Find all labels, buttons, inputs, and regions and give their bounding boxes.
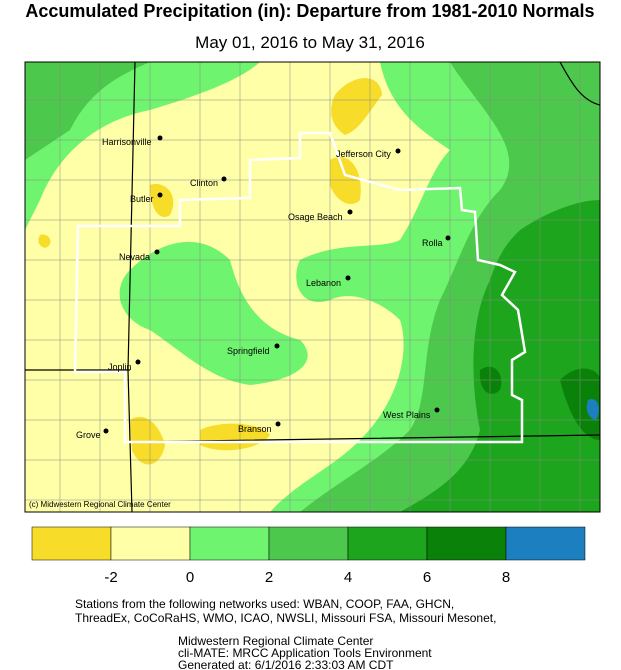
city-label: Springfield [227, 346, 270, 356]
city-label: Harrisonville [102, 137, 152, 147]
legend-swatch [31, 526, 112, 561]
map-border [24, 61, 601, 513]
legend-tick-label: 0 [186, 569, 194, 586]
legend-swatch [189, 526, 270, 561]
legend-tick-label: 2 [265, 569, 273, 586]
city-label: Lebanon [306, 278, 341, 288]
city-dot [103, 428, 109, 434]
city-dot [221, 176, 227, 182]
city-dot [445, 235, 451, 241]
legend-swatch [505, 526, 586, 561]
city-label: Nevada [119, 252, 150, 262]
legend-swatch [268, 526, 349, 561]
legend-swatch [347, 526, 428, 561]
subtitle: May 01, 2016 to May 31, 2016 [195, 33, 425, 52]
city-label: Jefferson City [336, 149, 391, 159]
legend-tick-label: -2 [104, 569, 117, 586]
city-dot [434, 407, 440, 413]
footer-line: cli-MATE: MRCC Application Tools Environ… [178, 646, 432, 660]
legend-tick-label: 6 [423, 569, 431, 586]
city-dot [395, 148, 401, 154]
footer-line: Generated at: 6/1/2016 2:33:03 AM CDT [178, 658, 394, 670]
legend-swatch [110, 526, 191, 561]
city-label: Rolla [422, 238, 443, 248]
city-label: West Plains [383, 410, 431, 420]
city-dot [154, 249, 160, 255]
city-dot [274, 343, 280, 349]
city-label: Branson [238, 424, 272, 434]
legend: -2 0 2 4 6 8 [31, 526, 586, 586]
city-label: Grove [76, 430, 101, 440]
city-label: Osage Beach [288, 212, 343, 222]
legend-tick-label: 4 [344, 569, 352, 586]
map: (c) Midwestern Regional Climate Center H… [24, 61, 601, 513]
legend-swatch [426, 526, 507, 561]
title: Accumulated Precipitation (in): Departur… [25, 1, 594, 21]
footer: Stations from the following networks use… [75, 597, 496, 670]
city-dot [345, 275, 351, 281]
footer-line: Midwestern Regional Climate Center [178, 634, 373, 648]
city-label: Joplin [108, 362, 132, 372]
footer-line: ThreadEx, CoCoRaHS, WMO, ICAO, NWSLI, Mi… [75, 611, 496, 625]
city-dot [135, 359, 141, 365]
footer-line: Stations from the following networks use… [75, 597, 454, 611]
city-label: Butler [130, 194, 154, 204]
city-label: Clinton [190, 178, 218, 188]
cities: Harrisonville Jefferson City Clinton Butler… [76, 135, 451, 440]
legend-tick-label: 8 [502, 569, 510, 586]
city-dot [157, 135, 163, 141]
city-dot [157, 192, 163, 198]
city-dot [275, 421, 281, 427]
credit: (c) Midwestern Regional Climate Center [29, 500, 171, 509]
city-dot [347, 209, 353, 215]
